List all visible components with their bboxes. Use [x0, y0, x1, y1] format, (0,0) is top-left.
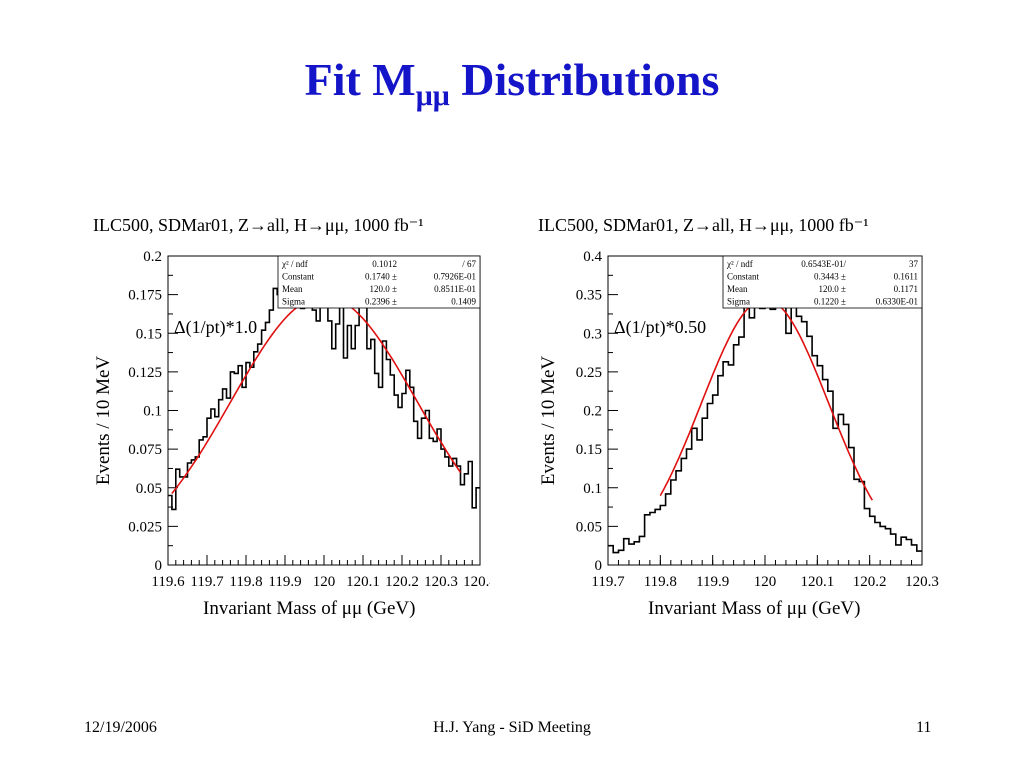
fit-stats-value: 0.1012: [372, 259, 397, 269]
slide-title-subscript: μμ: [415, 79, 450, 112]
y-tick-label: 0.25: [576, 365, 602, 381]
x-tick-label: 120.3: [905, 574, 939, 590]
fit-stats-error: 0.8511E-01: [434, 284, 476, 294]
slide-title-rest: Distributions: [449, 54, 720, 105]
x-tick-label: 120.2: [853, 574, 887, 590]
fit-stats-error: 0.1409: [451, 297, 476, 307]
y-tick-label: 0.2: [583, 404, 602, 420]
fit-stats-value: 0.1740 ±: [365, 272, 397, 282]
fit-stats-box: [277, 255, 481, 309]
y-tick-label: 0.075: [128, 442, 162, 458]
x-tick-label: 119.8: [229, 574, 262, 590]
x-tick-label: 119.9: [696, 574, 729, 590]
y-tick-label: 0.05: [576, 519, 602, 535]
fit-stats-error: / 67: [462, 259, 476, 269]
x-tick-label: 120.3: [424, 574, 458, 590]
x-tick-label: 119.6: [151, 574, 185, 590]
y-tick-label: 0.35: [576, 288, 602, 304]
fit-stats-name: Sigma: [727, 297, 750, 307]
fit-stats-name: Mean: [727, 284, 748, 294]
x-axis-label: Invariant Mass of μμ (GeV): [648, 598, 860, 619]
y-tick-label: 0.1: [583, 481, 602, 497]
fit-stats-error: 0.1171: [894, 284, 918, 294]
x-tick-label: 120: [313, 574, 336, 590]
fit-stats-value: 0.2396 ±: [365, 297, 397, 307]
fit-stats-name: Constant: [727, 272, 760, 282]
x-tick-label: 120.2: [385, 574, 419, 590]
resolution-annotation: Δ(1/pt)*1.0: [174, 317, 257, 338]
y-tick-label: 0.15: [576, 442, 602, 458]
x-tick-label: 120.4: [463, 574, 490, 590]
footer-page-number: 11: [916, 719, 932, 736]
fit-stats-error: 0.1611: [894, 272, 918, 282]
fit-stats-error: 0.7926E-01: [434, 272, 476, 282]
fit-stats-name: Mean: [282, 284, 303, 294]
fit-plot-left: ILC500, SDMar01, Z→all, H→μμ, 1000 fb⁻¹ 0…: [85, 200, 497, 630]
fit-stats-name: Constant: [282, 272, 315, 282]
fit-stats-error: 0.6330E-01: [876, 297, 918, 307]
x-tick-label: 120.1: [346, 574, 380, 590]
y-tick-label: 0.175: [128, 288, 162, 304]
x-tick-label: 119.7: [591, 574, 625, 590]
fit-plot-right-svg: ILC500, SDMar01, Z→all, H→μμ, 1000 fb⁻¹ 0…: [538, 215, 939, 619]
y-tick-label: 0.2: [143, 249, 162, 265]
y-axis-label: Events / 10 MeV: [538, 356, 559, 486]
x-tick-label: 119.8: [644, 574, 677, 590]
fit-stats-name: χ² / ndf: [281, 259, 308, 269]
fit-plot-right: ILC500, SDMar01, Z→all, H→μμ, 1000 fb⁻¹ 0…: [530, 200, 945, 630]
x-tick-label: 120: [754, 574, 777, 590]
slide-title: Fit Mμμ Distributions: [0, 52, 1024, 124]
fit-stats-value: 120.0 ±: [370, 284, 398, 294]
footer-presenter: H.J. Yang - SiD Meeting: [433, 719, 591, 736]
x-tick-label: 119.7: [190, 574, 224, 590]
chart-title: ILC500, SDMar01, Z→all, H→μμ, 1000 fb⁻¹: [538, 215, 869, 235]
fit-stats-value: 0.1220 ±: [814, 297, 846, 307]
y-axis-label: Events / 10 MeV: [93, 356, 114, 486]
fit-plot-left-svg: ILC500, SDMar01, Z→all, H→μμ, 1000 fb⁻¹ 0…: [93, 215, 497, 619]
footer-date: 12/19/2006: [84, 719, 157, 736]
histogram-step-line: [608, 270, 922, 554]
y-tick-label: 0.1: [143, 404, 162, 420]
y-tick-label: 0.4: [583, 249, 602, 265]
y-tick-label: 0.125: [128, 365, 162, 381]
fit-stats-value: 120.0 ±: [819, 284, 847, 294]
fit-stats-value: 0.3443 ±: [814, 272, 846, 282]
y-tick-label: 0.025: [128, 519, 162, 535]
y-tick-label: 0.3: [583, 326, 602, 342]
fit-stats-value: 0.6543E-01/: [801, 259, 846, 269]
chart-title: ILC500, SDMar01, Z→all, H→μμ, 1000 fb⁻¹: [93, 215, 424, 235]
resolution-annotation: Δ(1/pt)*0.50: [614, 317, 706, 338]
fit-stats-name: χ² / ndf: [726, 259, 753, 269]
y-tick-label: 0.15: [136, 326, 162, 342]
x-tick-label: 120.1: [800, 574, 834, 590]
histogram-step-line: [168, 276, 480, 511]
slide-title-main: Fit M: [304, 54, 416, 105]
x-axis-label: Invariant Mass of μμ (GeV): [203, 598, 415, 619]
fit-stats-error: 37: [909, 259, 919, 269]
fit-stats-box: [722, 255, 923, 309]
y-tick-label: 0.05: [136, 481, 162, 497]
x-tick-label: 119.9: [268, 574, 301, 590]
fit-stats-name: Sigma: [282, 297, 305, 307]
y-tick-label: 0: [595, 558, 603, 574]
y-tick-label: 0: [155, 558, 163, 574]
